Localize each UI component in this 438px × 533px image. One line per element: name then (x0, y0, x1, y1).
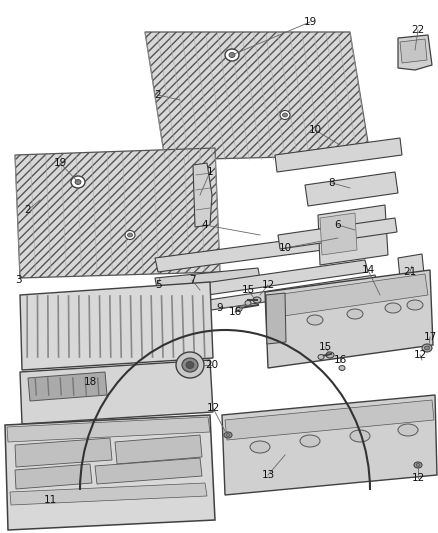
Polygon shape (7, 417, 210, 442)
Ellipse shape (318, 354, 324, 359)
Ellipse shape (416, 464, 420, 466)
Text: 12: 12 (206, 403, 219, 413)
Ellipse shape (253, 297, 261, 303)
Polygon shape (155, 230, 368, 272)
Polygon shape (20, 360, 213, 424)
Polygon shape (28, 372, 107, 401)
Ellipse shape (229, 52, 235, 58)
Text: 20: 20 (205, 360, 219, 370)
Ellipse shape (339, 366, 345, 370)
Polygon shape (115, 435, 202, 464)
Polygon shape (5, 415, 215, 530)
Ellipse shape (326, 352, 334, 358)
Ellipse shape (407, 300, 423, 310)
Text: 3: 3 (15, 275, 21, 285)
Ellipse shape (71, 176, 85, 188)
Ellipse shape (224, 432, 232, 438)
Ellipse shape (127, 233, 133, 237)
Text: 19: 19 (304, 17, 317, 27)
Text: 8: 8 (328, 178, 336, 188)
Polygon shape (222, 395, 437, 495)
Polygon shape (193, 163, 212, 227)
Text: 7: 7 (189, 275, 195, 285)
Text: 15: 15 (241, 285, 254, 295)
Ellipse shape (300, 435, 320, 447)
Polygon shape (398, 254, 424, 278)
Text: 2: 2 (155, 90, 161, 100)
Ellipse shape (182, 358, 198, 372)
Ellipse shape (422, 344, 432, 352)
Text: 14: 14 (361, 265, 374, 275)
Polygon shape (10, 483, 207, 505)
Ellipse shape (236, 306, 242, 311)
Text: 15: 15 (318, 342, 332, 352)
Text: 21: 21 (403, 267, 417, 277)
Ellipse shape (283, 113, 287, 117)
Ellipse shape (250, 441, 270, 453)
Polygon shape (15, 464, 92, 489)
Polygon shape (95, 458, 202, 484)
Text: 18: 18 (83, 377, 97, 387)
Text: 12: 12 (413, 350, 427, 360)
Ellipse shape (414, 462, 422, 468)
Polygon shape (225, 400, 434, 440)
Polygon shape (400, 39, 427, 63)
Polygon shape (275, 138, 402, 172)
Text: 22: 22 (411, 25, 424, 35)
Ellipse shape (398, 424, 418, 436)
Polygon shape (155, 268, 260, 289)
Ellipse shape (424, 346, 430, 350)
Text: 12: 12 (261, 280, 275, 290)
Text: 6: 6 (335, 220, 341, 230)
Ellipse shape (307, 315, 323, 325)
Ellipse shape (347, 309, 363, 319)
Ellipse shape (385, 303, 401, 313)
Polygon shape (170, 260, 368, 300)
Ellipse shape (226, 433, 230, 437)
Polygon shape (15, 148, 220, 278)
Text: 5: 5 (155, 280, 161, 290)
Ellipse shape (350, 430, 370, 442)
Polygon shape (278, 218, 397, 249)
Text: 10: 10 (308, 125, 321, 135)
Text: 16: 16 (333, 355, 346, 365)
Polygon shape (20, 282, 213, 370)
Text: 2: 2 (25, 205, 31, 215)
Polygon shape (268, 274, 428, 318)
Ellipse shape (186, 361, 194, 368)
Polygon shape (398, 35, 432, 70)
Text: 13: 13 (261, 470, 275, 480)
Text: 12: 12 (411, 473, 424, 483)
Ellipse shape (225, 49, 239, 61)
Text: 10: 10 (279, 243, 292, 253)
Polygon shape (195, 275, 378, 312)
Text: 17: 17 (424, 332, 437, 342)
Polygon shape (266, 293, 286, 344)
Polygon shape (15, 438, 112, 467)
Polygon shape (318, 205, 388, 265)
Ellipse shape (75, 180, 81, 184)
Ellipse shape (245, 301, 251, 305)
Polygon shape (265, 270, 433, 368)
Text: 11: 11 (43, 495, 57, 505)
Text: 16: 16 (228, 307, 242, 317)
Text: 1: 1 (207, 167, 213, 177)
Text: 9: 9 (217, 303, 223, 313)
Polygon shape (145, 32, 370, 160)
Text: 4: 4 (201, 220, 208, 230)
Ellipse shape (176, 352, 204, 378)
Text: 19: 19 (53, 158, 67, 168)
Ellipse shape (125, 230, 135, 239)
Polygon shape (320, 213, 357, 255)
Polygon shape (305, 172, 398, 206)
Ellipse shape (280, 110, 290, 119)
